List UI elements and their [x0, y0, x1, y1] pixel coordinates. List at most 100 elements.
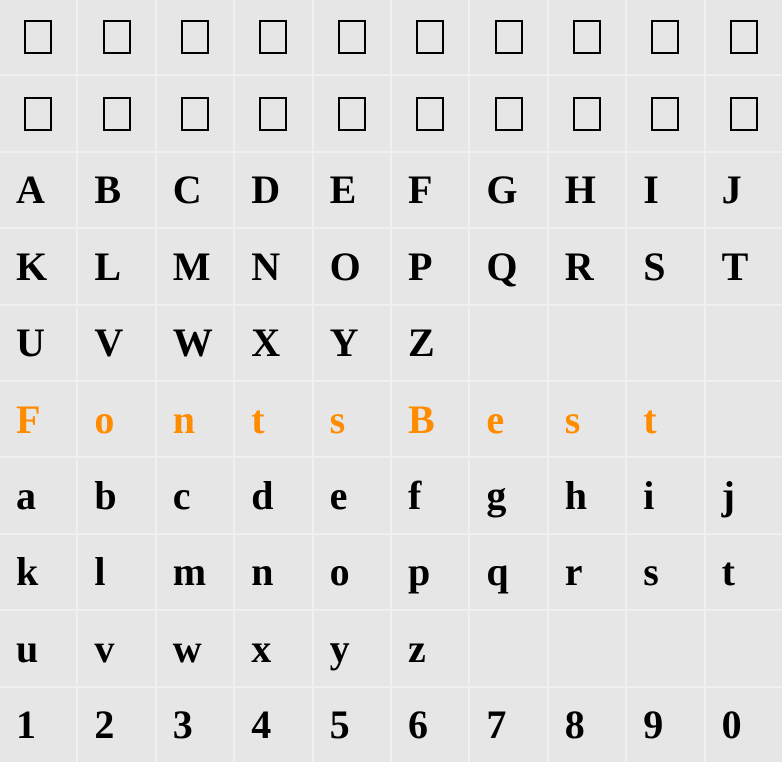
glyph-char: l — [94, 548, 105, 595]
grid-cell-11 — [78, 76, 154, 150]
grid-cell-44: Y — [314, 306, 390, 380]
missing-glyph-icon — [338, 20, 366, 54]
glyph-char: J — [722, 166, 742, 213]
glyph-char: U — [16, 319, 45, 366]
grid-cell-34: O — [314, 229, 390, 303]
glyph-char: m — [173, 548, 206, 595]
grid-cell-17 — [549, 76, 625, 150]
glyph-char: T — [722, 243, 749, 290]
grid-cell-70: k — [0, 535, 76, 609]
grid-cell-9 — [706, 0, 782, 74]
missing-glyph-icon — [495, 97, 523, 131]
glyph-char: i — [643, 472, 654, 519]
glyph-char: q — [486, 548, 508, 595]
glyph-char: A — [16, 166, 45, 213]
grid-cell-79: t — [706, 535, 782, 609]
grid-cell-89 — [706, 611, 782, 685]
grid-cell-65: f — [392, 458, 468, 532]
grid-cell-5 — [392, 0, 468, 74]
grid-cell-4 — [314, 0, 390, 74]
glyph-char: 8 — [565, 701, 585, 748]
grid-cell-61: b — [78, 458, 154, 532]
glyph-char: e — [330, 472, 348, 519]
glyph-char: 4 — [251, 701, 271, 748]
glyph-char: O — [330, 243, 361, 290]
glyph-char: G — [486, 166, 517, 213]
glyph-char: 0 — [722, 701, 742, 748]
grid-cell-43: X — [235, 306, 311, 380]
grid-cell-19 — [706, 76, 782, 150]
glyph-char: y — [330, 625, 350, 672]
glyph-char: E — [330, 166, 357, 213]
grid-cell-63: d — [235, 458, 311, 532]
missing-glyph-icon — [573, 20, 601, 54]
glyph-char: s — [330, 396, 346, 443]
grid-cell-93: 4 — [235, 688, 311, 762]
glyph-char: c — [173, 472, 191, 519]
grid-cell-42: W — [157, 306, 233, 380]
glyph-char: H — [565, 166, 596, 213]
grid-cell-85: z — [392, 611, 468, 685]
glyph-char: g — [486, 472, 506, 519]
grid-cell-31: L — [78, 229, 154, 303]
grid-cell-3 — [235, 0, 311, 74]
glyph-char: f — [408, 472, 421, 519]
grid-cell-12 — [157, 76, 233, 150]
grid-cell-98: 9 — [627, 688, 703, 762]
glyph-char: t — [251, 396, 264, 443]
grid-cell-26: G — [470, 153, 546, 227]
grid-cell-86 — [470, 611, 546, 685]
glyph-char: 5 — [330, 701, 350, 748]
glyph-char: w — [173, 625, 202, 672]
grid-cell-37: R — [549, 229, 625, 303]
glyph-char: b — [94, 472, 116, 519]
grid-cell-92: 3 — [157, 688, 233, 762]
grid-cell-15 — [392, 76, 468, 150]
grid-cell-39: T — [706, 229, 782, 303]
glyph-char: 9 — [643, 701, 663, 748]
glyph-char: t — [643, 396, 656, 443]
glyph-char: N — [251, 243, 280, 290]
grid-cell-33: N — [235, 229, 311, 303]
glyph-char: Y — [330, 319, 359, 366]
grid-cell-25: F — [392, 153, 468, 227]
missing-glyph-icon — [495, 20, 523, 54]
glyph-char: B — [94, 166, 121, 213]
grid-cell-96: 7 — [470, 688, 546, 762]
glyph-char: o — [94, 396, 114, 443]
grid-cell-18 — [627, 76, 703, 150]
grid-cell-84: y — [314, 611, 390, 685]
grid-cell-21: B — [78, 153, 154, 227]
grid-cell-27: H — [549, 153, 625, 227]
glyph-char: 2 — [94, 701, 114, 748]
missing-glyph-icon — [730, 20, 758, 54]
glyph-char: h — [565, 472, 587, 519]
grid-cell-59 — [706, 382, 782, 456]
grid-cell-36: Q — [470, 229, 546, 303]
grid-cell-1 — [78, 0, 154, 74]
missing-glyph-icon — [416, 20, 444, 54]
missing-glyph-icon — [181, 20, 209, 54]
glyph-char: F — [16, 396, 40, 443]
missing-glyph-icon — [24, 97, 52, 131]
grid-cell-94: 5 — [314, 688, 390, 762]
grid-cell-99: 0 — [706, 688, 782, 762]
glyph-char: 6 — [408, 701, 428, 748]
grid-cell-6 — [470, 0, 546, 74]
grid-cell-51: o — [78, 382, 154, 456]
grid-cell-80: u — [0, 611, 76, 685]
glyph-char: n — [251, 548, 273, 595]
grid-cell-28: I — [627, 153, 703, 227]
glyph-char: R — [565, 243, 594, 290]
grid-cell-40: U — [0, 306, 76, 380]
missing-glyph-icon — [259, 97, 287, 131]
character-grid: ABCDEFGHIJKLMNOPQRSTUVWXYZFontsBestabcde… — [0, 0, 782, 762]
grid-cell-46 — [470, 306, 546, 380]
grid-cell-87 — [549, 611, 625, 685]
glyph-char: x — [251, 625, 271, 672]
grid-cell-76: q — [470, 535, 546, 609]
grid-cell-57: s — [549, 382, 625, 456]
grid-cell-69: j — [706, 458, 782, 532]
glyph-char: D — [251, 166, 280, 213]
grid-cell-20: A — [0, 153, 76, 227]
